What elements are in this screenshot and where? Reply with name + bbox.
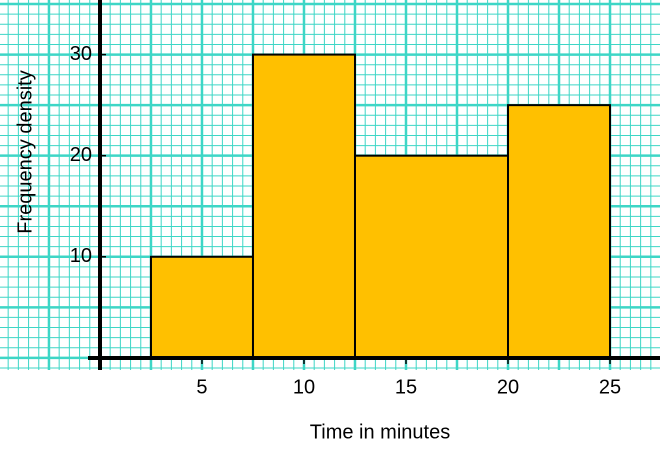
x-tick-label: 10 bbox=[293, 376, 315, 398]
y-tick-label: 20 bbox=[70, 144, 92, 166]
x-axis-label: Time in minutes bbox=[310, 421, 450, 443]
x-tick-label: 5 bbox=[196, 376, 207, 398]
bar bbox=[251, 53, 356, 359]
x-tick-label: 25 bbox=[599, 376, 621, 398]
bar bbox=[507, 104, 612, 359]
x-tick-label: 20 bbox=[497, 376, 519, 398]
bar bbox=[149, 255, 254, 359]
x-tick-label: 15 bbox=[395, 376, 417, 398]
bars bbox=[149, 53, 612, 359]
bar bbox=[353, 154, 510, 359]
y-tick-label: 30 bbox=[70, 43, 92, 65]
y-axis-label: Frequency density bbox=[14, 70, 36, 233]
y-tick-label: 10 bbox=[70, 245, 92, 267]
